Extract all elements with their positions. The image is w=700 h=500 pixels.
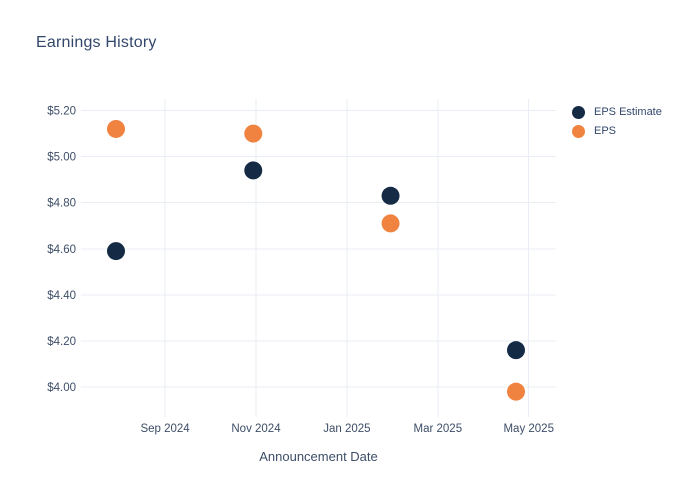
y-tick-label: $4.80 — [47, 198, 76, 210]
data-point-eps[interactable] — [244, 124, 263, 143]
x-axis-title: Announcement Date — [259, 449, 378, 464]
x-tick-label: Mar 2025 — [414, 423, 463, 435]
eps-swatch-icon — [572, 124, 585, 138]
data-point-eps[interactable] — [381, 214, 400, 233]
data-point-eps-estimate[interactable] — [107, 242, 125, 261]
y-tick-label: $5.20 — [47, 106, 76, 118]
data-point-eps-estimate[interactable] — [507, 341, 525, 360]
data-point-eps[interactable] — [507, 382, 525, 401]
data-point-eps-estimate[interactable] — [244, 161, 263, 180]
y-tick-label: $4.00 — [47, 382, 76, 394]
eps-estimate-swatch-icon — [572, 105, 585, 119]
data-point-eps[interactable] — [107, 119, 125, 138]
x-tick-label: Nov 2024 — [231, 423, 281, 435]
y-tick-label: $4.60 — [47, 244, 76, 256]
legend: EPS Estimate EPS — [572, 105, 662, 138]
x-tick-label: Jan 2025 — [323, 423, 370, 435]
y-tick-label: $5.00 — [47, 152, 76, 164]
data-point-eps-estimate[interactable] — [381, 186, 400, 205]
chart-title: Earnings History — [36, 34, 157, 51]
legend-label-eps: EPS — [594, 125, 617, 137]
x-tick-label: May 2025 — [503, 423, 554, 435]
y-tick-label: $4.40 — [47, 290, 76, 302]
legend-label-eps-estimate: EPS Estimate — [594, 106, 662, 118]
x-tick-label: Sep 2024 — [140, 423, 190, 435]
legend-item-eps[interactable]: EPS — [572, 124, 662, 138]
legend-item-eps-estimate[interactable]: EPS Estimate — [572, 105, 662, 119]
y-tick-label: $4.20 — [47, 336, 76, 348]
